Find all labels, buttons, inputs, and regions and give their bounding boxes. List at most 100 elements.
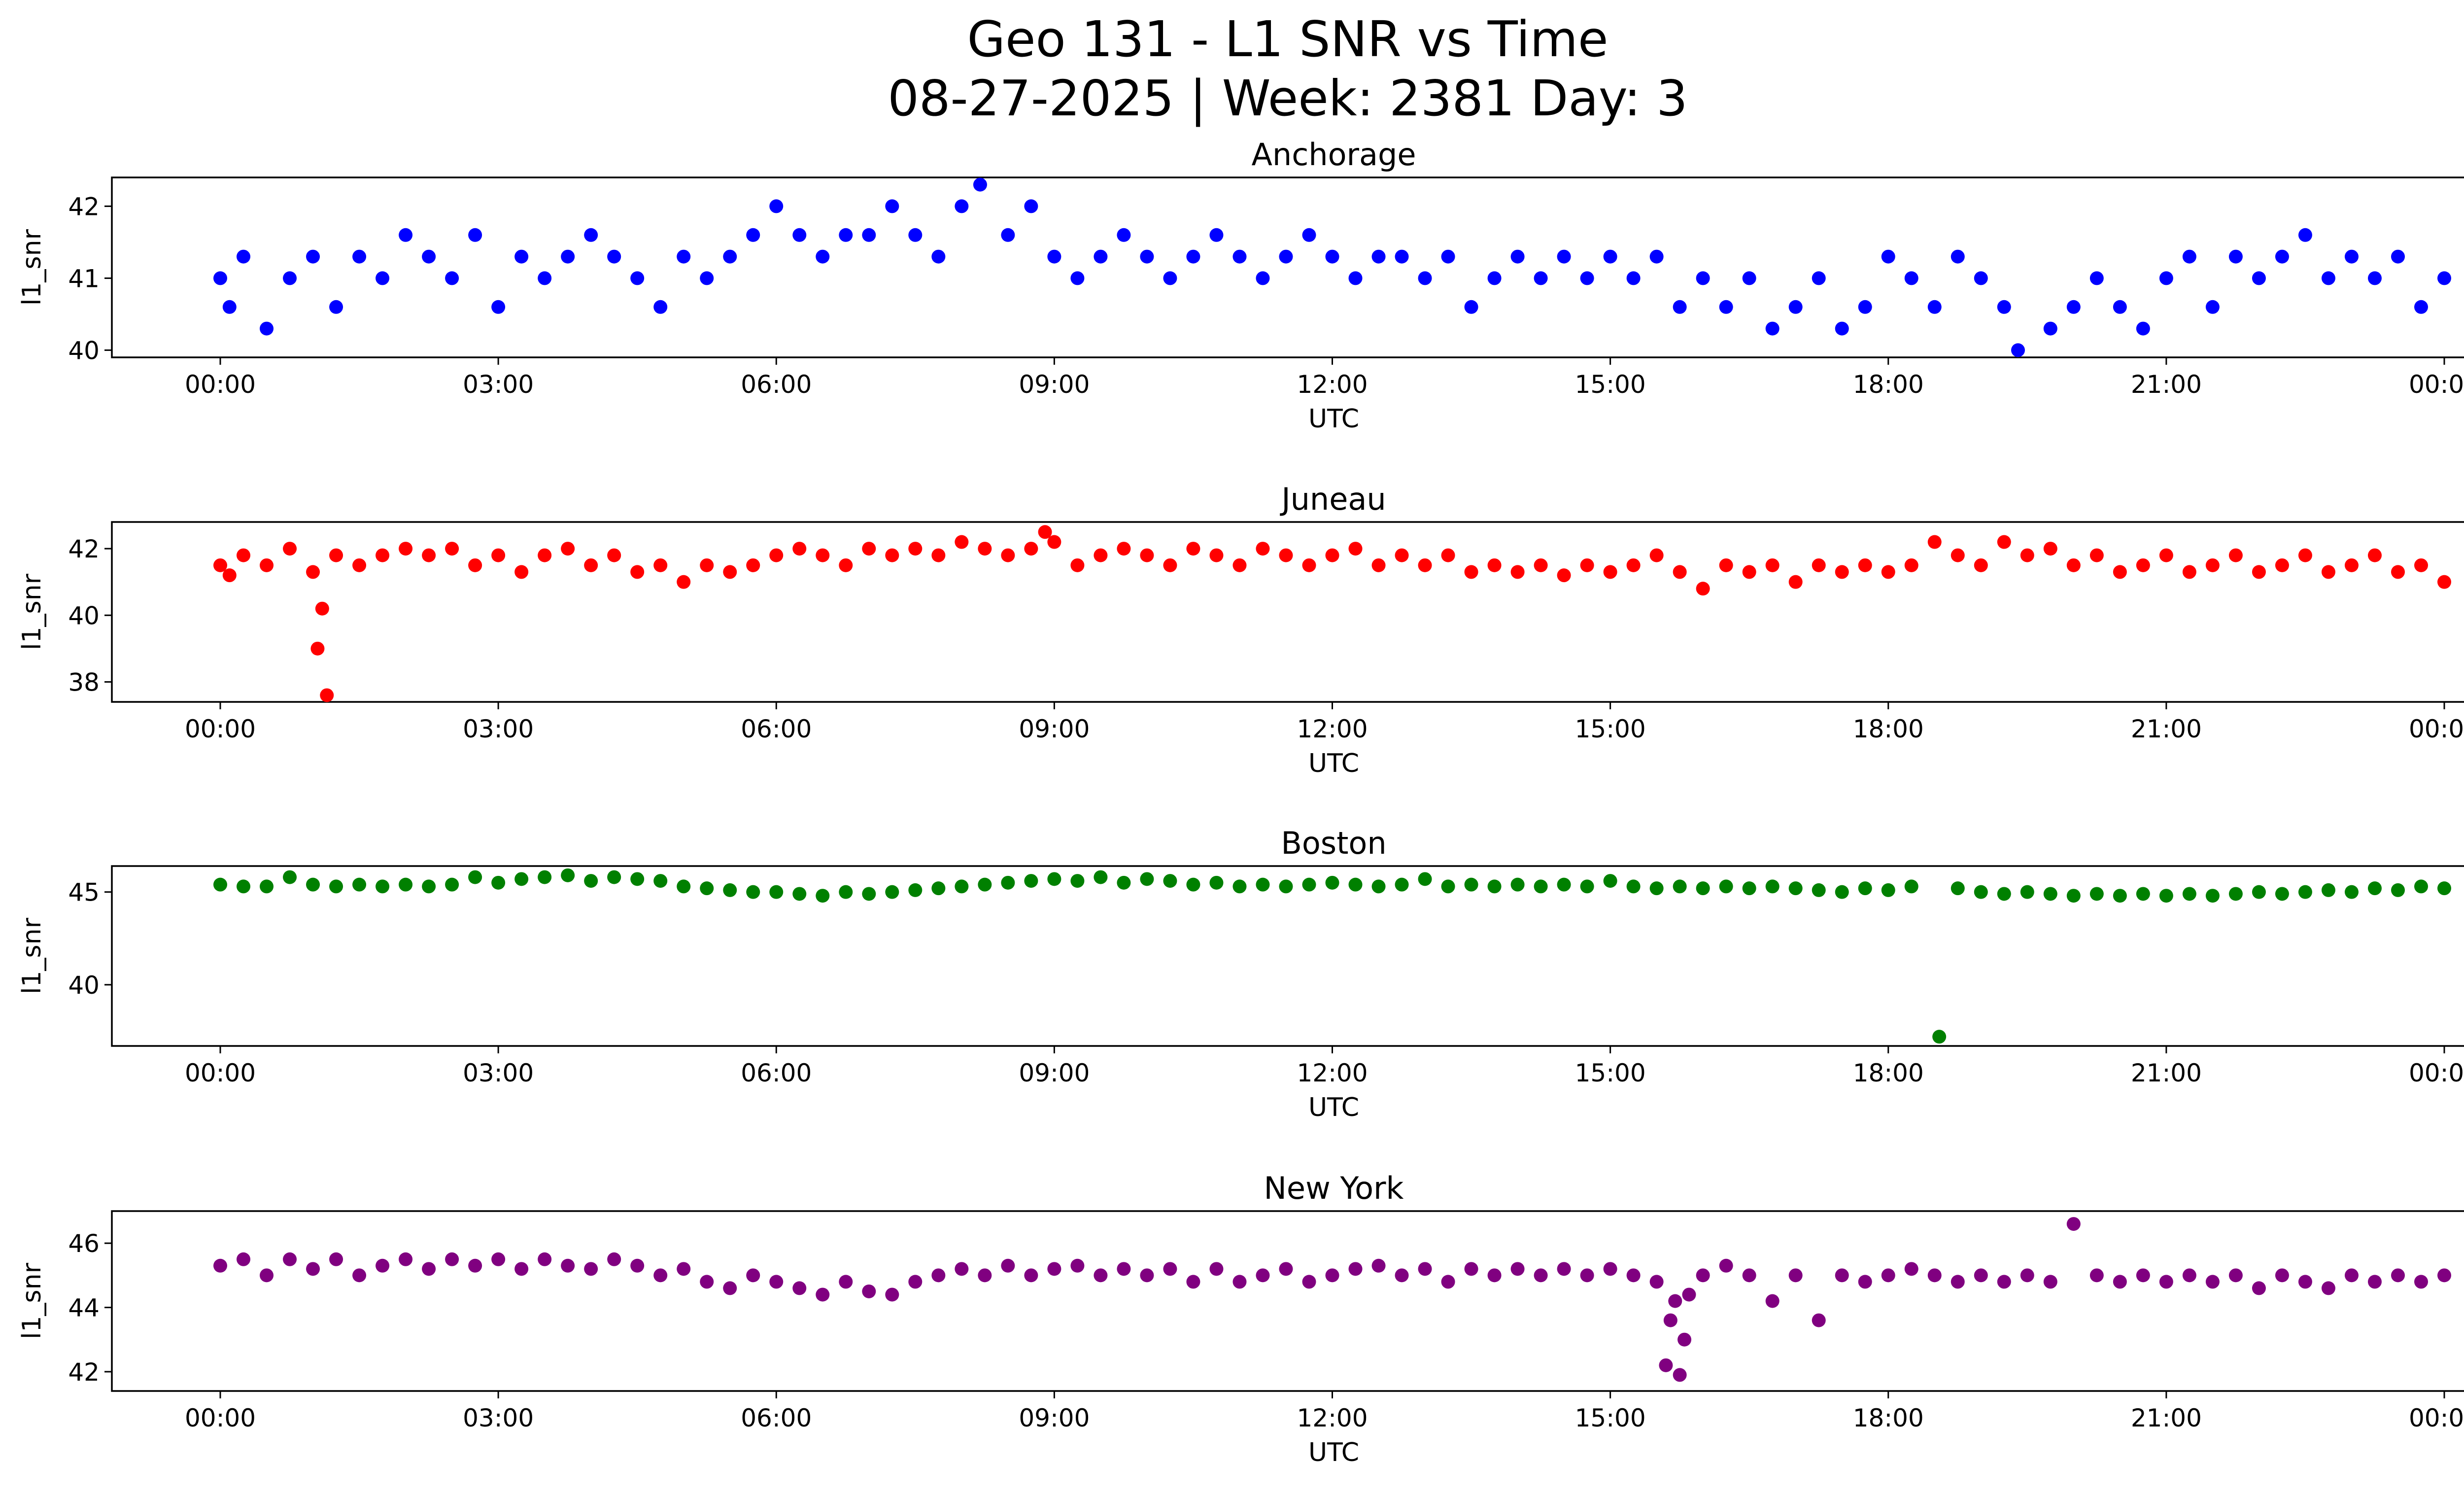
- boston-data-point: [1534, 879, 1548, 894]
- new-york-data-point: [2043, 1275, 2057, 1289]
- juneau-data-point: [2298, 548, 2312, 562]
- anchorage-data-point: [955, 199, 969, 213]
- new-york-data-point: [422, 1262, 436, 1276]
- new-york-ytick-label: 46: [68, 1229, 100, 1258]
- juneau-data-point: [1812, 558, 1826, 572]
- anchorage-ytick-label: 40: [68, 336, 100, 365]
- juneau-data-point: [1557, 568, 1571, 583]
- juneau-data-point: [607, 548, 621, 562]
- new-york-data-point: [1673, 1368, 1687, 1382]
- boston-data-point: [1974, 885, 1988, 899]
- new-york-data-point: [1094, 1268, 1108, 1283]
- anchorage-data-point: [630, 271, 645, 285]
- anchorage-data-point: [1256, 271, 1270, 285]
- boston-data-point: [1001, 875, 1015, 890]
- boston-data-point: [352, 877, 367, 892]
- boston-xtick-label: 09:00: [1019, 1059, 1090, 1087]
- new-york-data-point: [2298, 1275, 2312, 1289]
- new-york-data-point: [1001, 1258, 1015, 1273]
- juneau-data-point: [885, 548, 899, 562]
- juneau-data-point: [2367, 548, 2382, 562]
- juneau-data-point: [1719, 558, 1733, 572]
- boston-panel-title: Boston: [1281, 825, 1386, 861]
- boston-data-point: [1325, 875, 1339, 890]
- boston-data-point: [2321, 883, 2335, 897]
- juneau-data-point: [1232, 558, 1247, 572]
- boston-data-point: [468, 870, 482, 884]
- boston-data-point: [1371, 879, 1386, 894]
- juneau-data-point: [2321, 565, 2335, 579]
- new-york-data-point: [885, 1287, 899, 1302]
- anchorage-data-point: [306, 249, 320, 264]
- boston-data-point: [1209, 875, 1224, 890]
- boston-data-point: [2020, 885, 2034, 899]
- new-york-data-point: [2205, 1275, 2220, 1289]
- new-york-data-point: [700, 1275, 714, 1289]
- boston-data-point: [1788, 881, 1803, 896]
- boston-data-point: [978, 877, 992, 892]
- boston-xtick-label: 21:00: [2131, 1059, 2202, 1087]
- juneau-data-point: [677, 575, 691, 589]
- new-york-xtick-label: 06:00: [741, 1404, 812, 1432]
- new-york-data-point: [376, 1258, 390, 1273]
- new-york-xtick-label: 15:00: [1575, 1404, 1646, 1432]
- juneau-data-point: [769, 548, 784, 562]
- new-york-data-point: [2275, 1268, 2289, 1283]
- anchorage-data-point: [2205, 300, 2220, 314]
- juneau-data-point: [1418, 558, 1432, 572]
- juneau-xtick-label: 00:00: [2409, 715, 2464, 743]
- boston-data-point: [329, 879, 343, 894]
- new-york-data-point: [1927, 1268, 1942, 1283]
- juneau-data-point: [630, 565, 645, 579]
- new-york-data-point: [399, 1252, 413, 1266]
- boston-data-point: [2089, 887, 2104, 901]
- boston-data-point: [422, 879, 436, 894]
- new-york-data-point: [1951, 1275, 1965, 1289]
- anchorage-data-point: [839, 228, 853, 242]
- juneau-data-point: [1788, 575, 1803, 589]
- juneau-data-point: [978, 542, 992, 556]
- anchorage-data-point: [2252, 271, 2266, 285]
- juneau-data-point: [1835, 565, 1849, 579]
- anchorage-data-point: [1094, 249, 1108, 264]
- juneau-data-point: [1024, 542, 1038, 556]
- anchorage-data-point: [422, 249, 436, 264]
- anchorage-data-point: [1117, 228, 1131, 242]
- new-york-data-point: [1659, 1358, 1673, 1372]
- anchorage-data-point: [1510, 249, 1525, 264]
- juneau-data-point: [1140, 548, 1154, 562]
- anchorage-data-point: [1951, 249, 1965, 264]
- boston-data-point: [2298, 885, 2312, 899]
- juneau-data-point: [1974, 558, 1988, 572]
- juneau-data-point: [320, 688, 334, 702]
- anchorage-data-point: [561, 249, 575, 264]
- new-york-data-point: [213, 1258, 227, 1273]
- boston-data-point: [1580, 879, 1594, 894]
- new-york-data-point: [237, 1252, 251, 1266]
- anchorage-data-point: [653, 300, 668, 314]
- boston-data-point: [2275, 887, 2289, 901]
- juneau-data-point: [538, 548, 552, 562]
- juneau-data-point: [399, 542, 413, 556]
- juneau-data-point: [1117, 542, 1131, 556]
- juneau-axes-frame: [111, 521, 2464, 703]
- boston-data-point: [1858, 881, 1872, 896]
- juneau-data-point: [1001, 548, 1015, 562]
- new-york-data-point: [2252, 1281, 2266, 1295]
- new-york-data-point: [1603, 1262, 1617, 1276]
- boston-data-point: [1395, 877, 1409, 892]
- boston-data-point: [1696, 881, 1710, 896]
- juneau-data-point: [2159, 548, 2173, 562]
- juneau-data-point: [700, 558, 714, 572]
- boston-data-point: [2066, 889, 2081, 903]
- anchorage-data-point: [1371, 249, 1386, 264]
- anchorage-data-point: [584, 228, 598, 242]
- boston-ytick-label: 40: [68, 971, 100, 1000]
- anchorage-data-point: [1047, 249, 1061, 264]
- boston-xtick-label: 15:00: [1575, 1059, 1646, 1087]
- new-york-data-point: [1117, 1262, 1131, 1276]
- boston-data-point: [1464, 877, 1478, 892]
- juneau-data-point: [1997, 535, 2011, 549]
- anchorage-ytick-label: 41: [68, 264, 100, 293]
